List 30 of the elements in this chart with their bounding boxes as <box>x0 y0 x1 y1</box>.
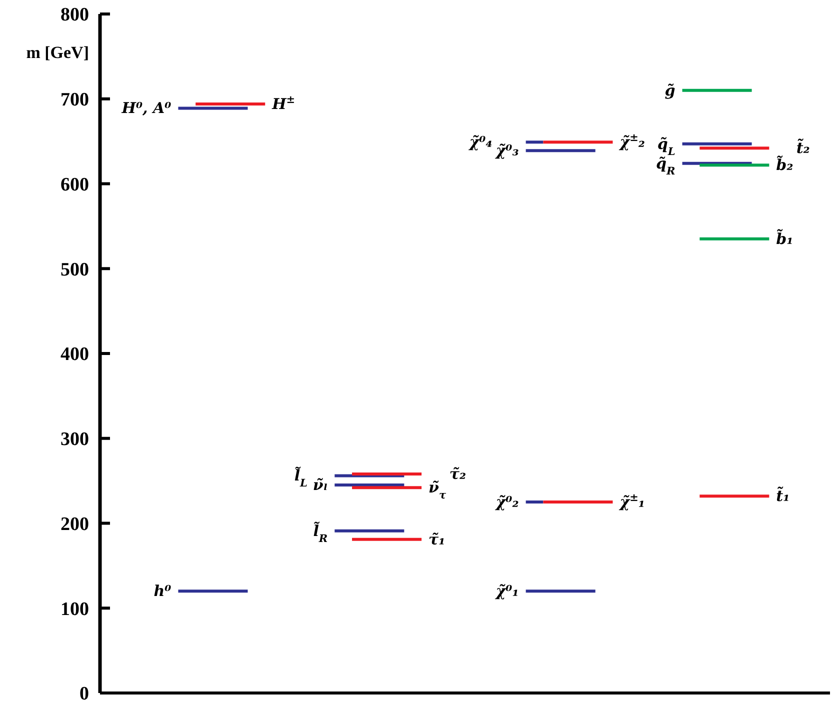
series-label: t̃₂ <box>796 138 810 158</box>
y-axis-title: m [GeV] <box>26 43 89 62</box>
series-label: χ̃$^{±}$₁ <box>618 492 646 511</box>
series-label: ν̃ₗ <box>312 476 328 494</box>
series-label: χ̃$^{±}$₂ <box>618 132 646 152</box>
series-label: ν̃$_{τ}$ <box>428 478 447 502</box>
series-label: h⁰ <box>154 582 172 600</box>
series-label: χ̃⁰₃ <box>494 142 520 160</box>
y-tick-label: 100 <box>60 598 89 620</box>
y-tick-label: 700 <box>60 90 89 111</box>
series-label: H$^{±}$ <box>271 94 296 113</box>
y-tick-label: 800 <box>60 4 89 26</box>
series-label: τ̃₂ <box>449 464 466 483</box>
series-label: H⁰, A⁰ <box>120 99 172 118</box>
series-label: t̃₁ <box>776 486 790 506</box>
series-label: b̃₂ <box>776 155 794 174</box>
text: χ̃⁰₄ <box>468 133 492 152</box>
y-tick-label: 300 <box>60 429 89 450</box>
series-label: χ̃⁰₁ <box>494 582 519 600</box>
y-tick-label: 400 <box>60 344 89 366</box>
y-tick-label: 600 <box>60 174 89 196</box>
series-label: l̃$_{R}$ <box>313 521 328 545</box>
y-tick-label: 500 <box>60 259 89 280</box>
series-label: b̃₁ <box>776 229 794 248</box>
y-tick-label: 0 <box>80 684 89 705</box>
series-label: χ̃⁰₂ <box>494 492 520 511</box>
series-label: l̃$_{L}$ <box>294 466 308 490</box>
series-label: τ̃₁ <box>428 530 446 548</box>
series-label: g̃ <box>664 81 676 100</box>
y-tick-label: 200 <box>60 514 89 535</box>
